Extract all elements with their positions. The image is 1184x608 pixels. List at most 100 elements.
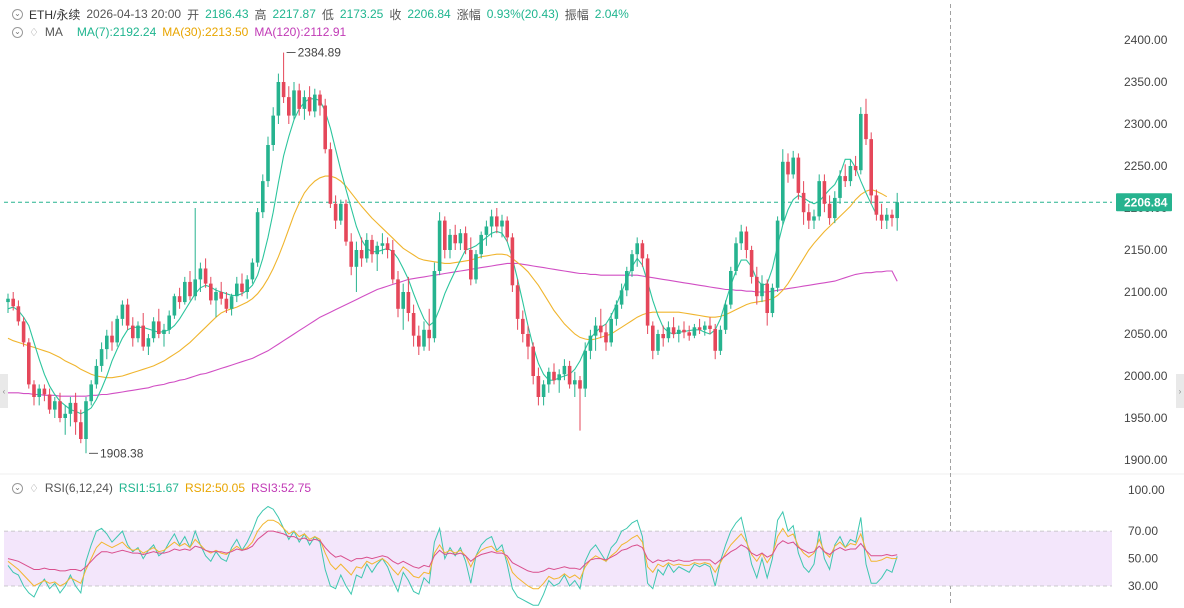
candle-body [765, 283, 769, 313]
price-tick-label: 2350.00 [1124, 75, 1168, 89]
ma30-line [7, 175, 888, 379]
candle-body [822, 181, 827, 204]
candle-body [697, 327, 702, 330]
candle-body [734, 243, 738, 271]
candle-body [812, 216, 816, 221]
candle-body [796, 157, 801, 193]
candle-body [417, 335, 421, 347]
candle-body [141, 325, 145, 347]
chevron-right-icon[interactable]: › [1176, 374, 1184, 408]
candle-body [432, 271, 437, 339]
rsi-tick-label: 70.00 [1128, 524, 1158, 538]
bell-icon[interactable]: ♢ [29, 26, 39, 39]
candle-body [6, 298, 10, 303]
candle-body [245, 279, 249, 292]
candle-body [588, 335, 593, 351]
candle-body [21, 321, 26, 343]
candle-body [53, 401, 57, 410]
candle-body [723, 304, 728, 330]
candle-body [37, 388, 41, 397]
candle-body [848, 166, 853, 182]
amplitude-label: 振幅 [564, 7, 589, 22]
candle-body [302, 97, 307, 109]
candle-body [604, 332, 608, 343]
rsi3-value: RSI3:52.75 [251, 481, 312, 495]
chevron-down-icon[interactable]: ⌄ [12, 26, 23, 38]
candle-body [349, 241, 353, 267]
candle-body [437, 220, 442, 271]
ma-indicator-name[interactable]: MA [44, 25, 63, 39]
candle-body [370, 239, 374, 255]
candle-body [864, 113, 868, 140]
candle-body [781, 161, 785, 221]
candle-body [333, 203, 338, 221]
price-tick-label: 2300.00 [1124, 117, 1168, 131]
rsi-indicator-name[interactable]: RSI(6,12,24) [44, 481, 113, 495]
ma30-value: MA(30):2213.50 [162, 25, 249, 39]
candle-body [557, 374, 561, 381]
candle-body [645, 258, 650, 326]
candle-body [729, 271, 733, 305]
price-tick-label: 2000.00 [1124, 369, 1168, 383]
candle-body [427, 329, 431, 339]
price-tick-label: 2250.00 [1124, 159, 1168, 173]
candle-body [853, 166, 858, 171]
chevron-down-icon[interactable]: ⌄ [12, 482, 23, 494]
candle-body [401, 292, 405, 309]
candle-body [42, 388, 47, 395]
candle-body [739, 231, 743, 244]
candle-body [479, 234, 483, 255]
candle-body [890, 214, 894, 219]
price-tick-label: 2100.00 [1124, 285, 1168, 299]
candle-body [339, 203, 343, 221]
candle-body [250, 262, 255, 280]
candle-body [791, 157, 795, 175]
candle-body [328, 149, 333, 204]
ma120-line [8, 262, 898, 397]
candle-body [869, 139, 873, 196]
rsi-panel [4, 505, 1112, 606]
candle-body [307, 97, 312, 112]
moving-average-lines [7, 98, 898, 415]
candle-body [874, 195, 879, 215]
candle-body [895, 202, 899, 219]
chevron-down-icon[interactable]: ⌄ [12, 8, 23, 20]
candle-body [146, 338, 151, 347]
candle-body [344, 203, 348, 242]
candle-body [661, 334, 665, 339]
max-price-label: 2384.89 [298, 46, 342, 60]
candle-body [453, 234, 457, 244]
markers: 2206.84 2384.89 1908.38 [89, 46, 1172, 460]
bell-icon[interactable]: ♢ [29, 482, 39, 495]
candle-body [760, 283, 764, 297]
candle-body [136, 325, 140, 339]
candle-body [255, 212, 260, 263]
candle-body [443, 220, 447, 250]
candle-body [27, 342, 31, 385]
candle-body [411, 313, 416, 336]
candle-body [266, 145, 270, 182]
candle-body [177, 296, 182, 303]
candle-body [671, 327, 676, 334]
candle-body [786, 161, 790, 175]
candle-body [489, 216, 494, 227]
candle-body [541, 384, 546, 397]
candle-body [500, 220, 504, 227]
candle-body [203, 268, 208, 284]
chevron-left-icon[interactable]: ‹ [0, 374, 8, 408]
candle-body [521, 318, 525, 334]
candle-body [469, 250, 473, 280]
candle-body [396, 279, 400, 309]
candle-body [744, 231, 749, 250]
close-label: 收 [389, 7, 402, 22]
candle-body [879, 214, 884, 221]
candle-body [515, 285, 520, 319]
candle-body [99, 349, 104, 366]
candle-body [703, 325, 707, 330]
candle-body [619, 290, 624, 305]
candle-body [240, 283, 244, 292]
candle-body [775, 220, 780, 288]
candle-body [276, 82, 281, 116]
candle-body [567, 365, 572, 385]
